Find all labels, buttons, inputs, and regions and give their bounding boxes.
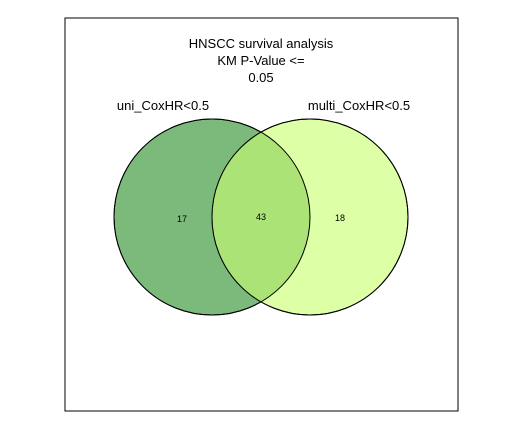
title-line-1: HNSCC survival analysis <box>189 36 334 51</box>
count-left-only: 17 <box>177 214 187 224</box>
set-outline-left <box>113 118 311 316</box>
count-right-only: 18 <box>335 213 345 223</box>
set-label-left: uni_CoxHR<0.5 <box>117 98 209 113</box>
set-label-right: multi_CoxHR<0.5 <box>308 98 410 113</box>
set-overlap-region <box>212 119 310 315</box>
title-line-3: 0.05 <box>248 70 273 85</box>
set-outline-right <box>211 118 409 316</box>
title-line-2: KM P-Value <= <box>217 53 304 68</box>
count-both: 43 <box>256 212 266 222</box>
